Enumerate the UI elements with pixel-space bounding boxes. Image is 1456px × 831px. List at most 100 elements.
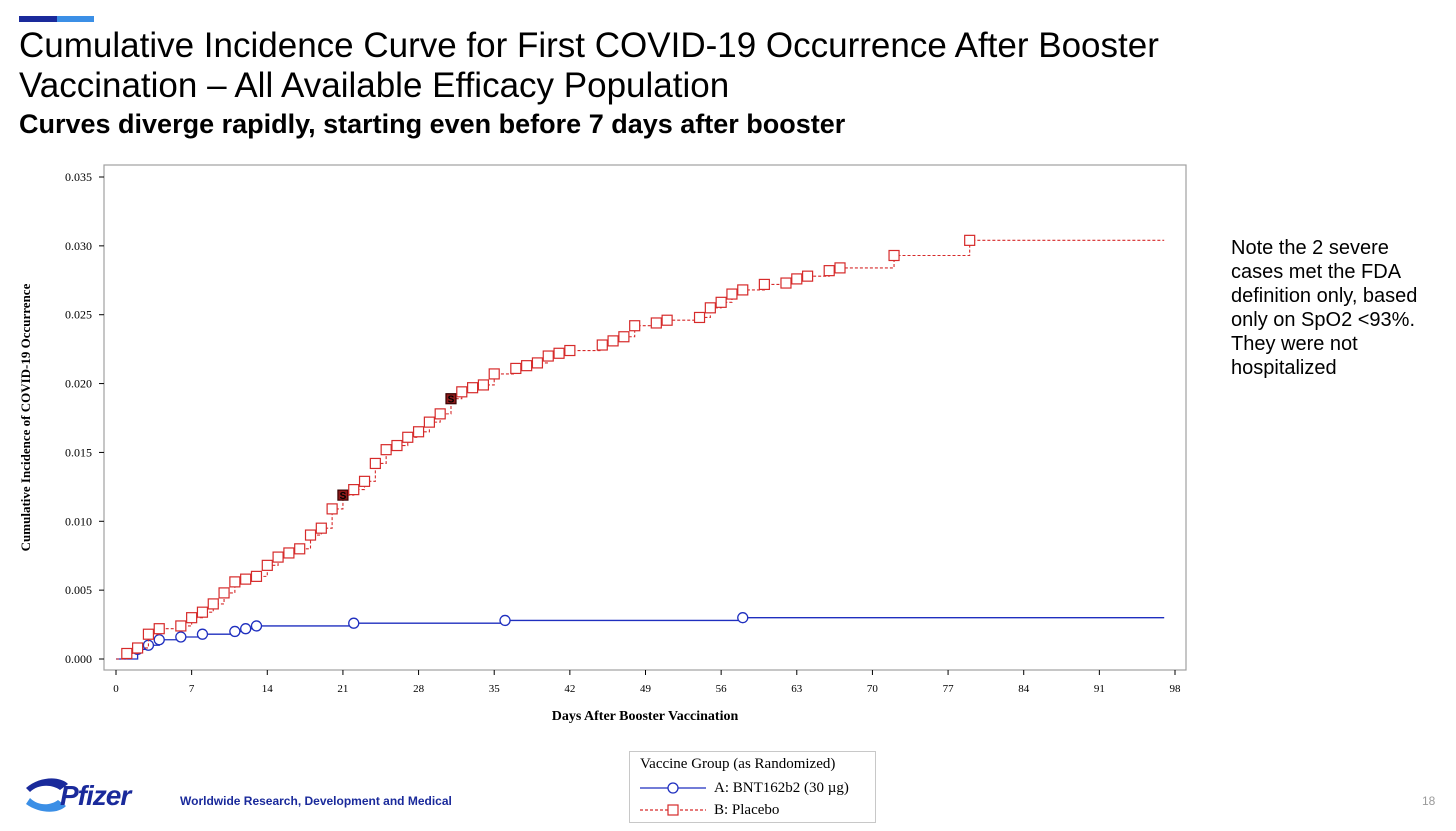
placebo-point bbox=[434, 408, 446, 420]
x-axis-label: Days After Booster Vaccination bbox=[552, 709, 739, 724]
x-tick-label: 0 bbox=[113, 683, 119, 695]
placebo-point bbox=[283, 547, 295, 559]
placebo-point bbox=[693, 311, 706, 324]
x-tick-label: 21 bbox=[337, 683, 348, 695]
placebo-severe-point bbox=[445, 393, 457, 405]
vaccine-point bbox=[175, 631, 187, 643]
placebo-point bbox=[964, 234, 976, 246]
x-tick-label: 63 bbox=[791, 683, 803, 695]
vaccine-point bbox=[250, 620, 263, 632]
y-tick-label: 0.035 bbox=[65, 170, 92, 184]
placebo-point bbox=[596, 339, 608, 351]
placebo-point bbox=[618, 331, 630, 343]
x-tick-label: 56 bbox=[716, 683, 728, 695]
slide-title: Cumulative Incidence Curve for First COV… bbox=[19, 26, 1159, 105]
x-tick-label: 84 bbox=[1018, 683, 1030, 695]
placebo-point bbox=[175, 620, 187, 632]
placebo-point bbox=[207, 598, 219, 610]
placebo-point bbox=[888, 249, 900, 262]
x-tick-label: 77 bbox=[943, 683, 955, 695]
placebo-point bbox=[542, 350, 554, 362]
pfizer-logo-text: Pfizer bbox=[60, 780, 131, 811]
placebo-point bbox=[229, 576, 241, 588]
placebo-point bbox=[758, 278, 770, 291]
placebo-point bbox=[650, 317, 662, 329]
x-tick-label: 7 bbox=[189, 683, 195, 695]
placebo-point bbox=[488, 368, 500, 380]
footer-organization: Worldwide Research, Development and Medi… bbox=[180, 794, 452, 808]
legend-entry-placebo: B: Placebo bbox=[638, 799, 779, 821]
cumulative-incidence-chart: 0.000 0.005 0.010 0.015 0.020 0.025 0.030 0.035… bbox=[18, 164, 1187, 724]
severe-case-label: S bbox=[340, 491, 347, 502]
x-tick-label: 91 bbox=[1094, 683, 1105, 695]
legend-placebo-symbol bbox=[640, 804, 706, 816]
placebo-point bbox=[369, 457, 381, 470]
x-tick-label: 28 bbox=[413, 683, 425, 695]
slide-subtitle: Curves diverge rapidly, starting even be… bbox=[19, 109, 846, 139]
accent-bar-dark bbox=[19, 16, 57, 22]
placebo-point bbox=[218, 587, 230, 599]
placebo-point bbox=[704, 302, 716, 314]
placebo-point bbox=[510, 362, 522, 375]
y-tick-label: 0.030 bbox=[65, 239, 92, 253]
legend-title: Vaccine Group (as Randomized) bbox=[640, 756, 836, 772]
x-tick-label: 42 bbox=[564, 683, 575, 695]
placebo-point bbox=[477, 379, 490, 391]
placebo-point bbox=[402, 431, 414, 443]
plot-frame bbox=[103, 164, 1187, 671]
placebo-point bbox=[737, 284, 749, 296]
page-number: 18 bbox=[1422, 794, 1436, 808]
placebo-point bbox=[304, 529, 317, 541]
x-tick-label: 70 bbox=[867, 683, 879, 695]
chart-legend: Vaccine Group (as Randomized) A: BNT162b… bbox=[629, 751, 876, 823]
placebo-point bbox=[661, 314, 673, 326]
placebo-point bbox=[294, 543, 306, 555]
placebo-point bbox=[196, 606, 209, 618]
x-tick-label: 35 bbox=[489, 683, 501, 695]
placebo-point bbox=[121, 647, 133, 660]
placebo-point bbox=[153, 623, 165, 635]
accent-bar-light bbox=[57, 16, 94, 22]
placebo-point bbox=[261, 559, 273, 571]
placebo-point bbox=[240, 573, 252, 585]
placebo-point bbox=[715, 296, 727, 308]
vaccine-point bbox=[240, 623, 252, 635]
placebo-point bbox=[132, 642, 144, 654]
vaccine-point bbox=[499, 614, 511, 627]
placebo-point bbox=[467, 382, 479, 394]
placebo-point bbox=[801, 270, 814, 282]
placebo-point bbox=[326, 503, 338, 515]
placebo-point bbox=[521, 360, 533, 372]
placebo-severe-point bbox=[337, 489, 349, 501]
placebo-point bbox=[531, 357, 544, 369]
placebo-point bbox=[142, 628, 155, 640]
legend-vaccine-label: A: BNT162b2 (30 µg) bbox=[714, 779, 849, 796]
legend-placebo-label: B: Placebo bbox=[714, 801, 780, 818]
vaccine-point bbox=[348, 617, 360, 629]
placebo-step-line bbox=[116, 239, 1165, 660]
y-tick-label: 0.005 bbox=[65, 583, 92, 597]
placebo-point bbox=[423, 416, 435, 428]
y-axis-label: Cumulative Incidence of COVID-19 Occurre… bbox=[18, 283, 33, 551]
vaccine-point bbox=[737, 612, 749, 624]
legend-vaccine-symbol bbox=[640, 782, 706, 794]
vaccine-point bbox=[229, 625, 241, 638]
placebo-point bbox=[456, 386, 468, 398]
placebo-point bbox=[348, 484, 360, 496]
legend-entry-vaccine: A: BNT162b2 (30 µg) bbox=[638, 777, 849, 799]
y-tick-label: 0.010 bbox=[65, 514, 92, 528]
placebo-point bbox=[780, 277, 792, 289]
placebo-point bbox=[607, 335, 619, 347]
y-tick-label: 0.020 bbox=[65, 377, 92, 391]
x-tick-label: 14 bbox=[262, 683, 274, 695]
placebo-point bbox=[834, 262, 846, 274]
severe-cases-note: Note the 2 severe cases met the FDA defi… bbox=[1231, 237, 1418, 379]
y-tick-label: 0.000 bbox=[65, 652, 92, 666]
x-tick-label: 98 bbox=[1170, 683, 1182, 695]
placebo-point bbox=[250, 570, 263, 582]
placebo-point bbox=[315, 522, 327, 534]
placebo-point bbox=[791, 273, 803, 285]
x-tick-label: 49 bbox=[640, 683, 652, 695]
vaccine-point bbox=[153, 634, 165, 646]
y-tick-label: 0.015 bbox=[65, 445, 92, 459]
